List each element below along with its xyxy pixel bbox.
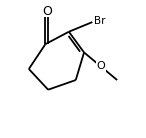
Text: Br: Br [94,16,105,26]
Text: O: O [42,5,52,18]
Text: O: O [96,61,105,71]
